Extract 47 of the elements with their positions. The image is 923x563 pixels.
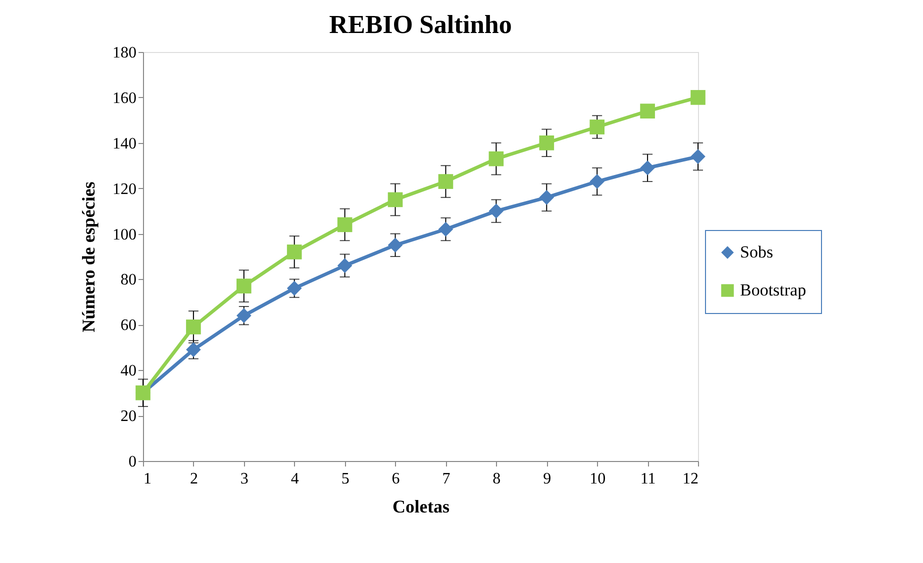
point [388,192,403,208]
legend-label: Sobs [740,242,774,262]
point [590,120,605,134]
point [337,217,352,232]
point [388,238,403,253]
point [640,104,655,118]
y-tick-label: 180 [112,44,136,62]
x-tick-label: 6 [392,470,400,488]
y-tick-label: 0 [128,454,136,470]
x-tick-label: 8 [492,470,501,488]
point [690,149,706,164]
point [488,204,504,218]
point [337,258,352,274]
y-tick-label: 60 [120,317,136,334]
x-tick-label: 7 [442,470,450,488]
x-tick-label: 9 [543,470,552,488]
y-axis-title: Número de espécies [78,182,98,332]
legend-label: Bootstrap [740,280,806,300]
point [236,278,252,294]
y-tick-label: 80 [120,272,136,289]
x-tick-label: 5 [341,470,350,488]
point [186,320,201,334]
y-tick-label: 40 [120,362,136,380]
point [286,244,302,260]
point [539,190,554,205]
x-tick-label: 12 [682,470,698,488]
y-tick-label: 120 [112,180,136,198]
point [690,90,706,105]
x-tick-label: 4 [290,470,299,488]
x-tick-label: 10 [590,470,606,488]
point [539,135,554,150]
point [640,160,655,176]
chart-title: REBIO Saltinho [329,10,512,39]
x-tick-label: 2 [190,470,198,488]
point [488,151,504,166]
point [590,174,605,189]
x-tick-label: 1 [144,470,152,488]
point [236,308,252,323]
y-tick-label: 20 [120,408,136,426]
y-tick-label: 140 [112,135,136,152]
x-tick-label: 11 [640,470,656,488]
y-tick-label: 160 [112,90,136,107]
point [438,222,454,237]
x-axis-title: Coletas [392,496,450,516]
point [438,174,454,189]
y-tick-label: 100 [112,226,136,244]
x-tick-label: 3 [240,470,248,488]
